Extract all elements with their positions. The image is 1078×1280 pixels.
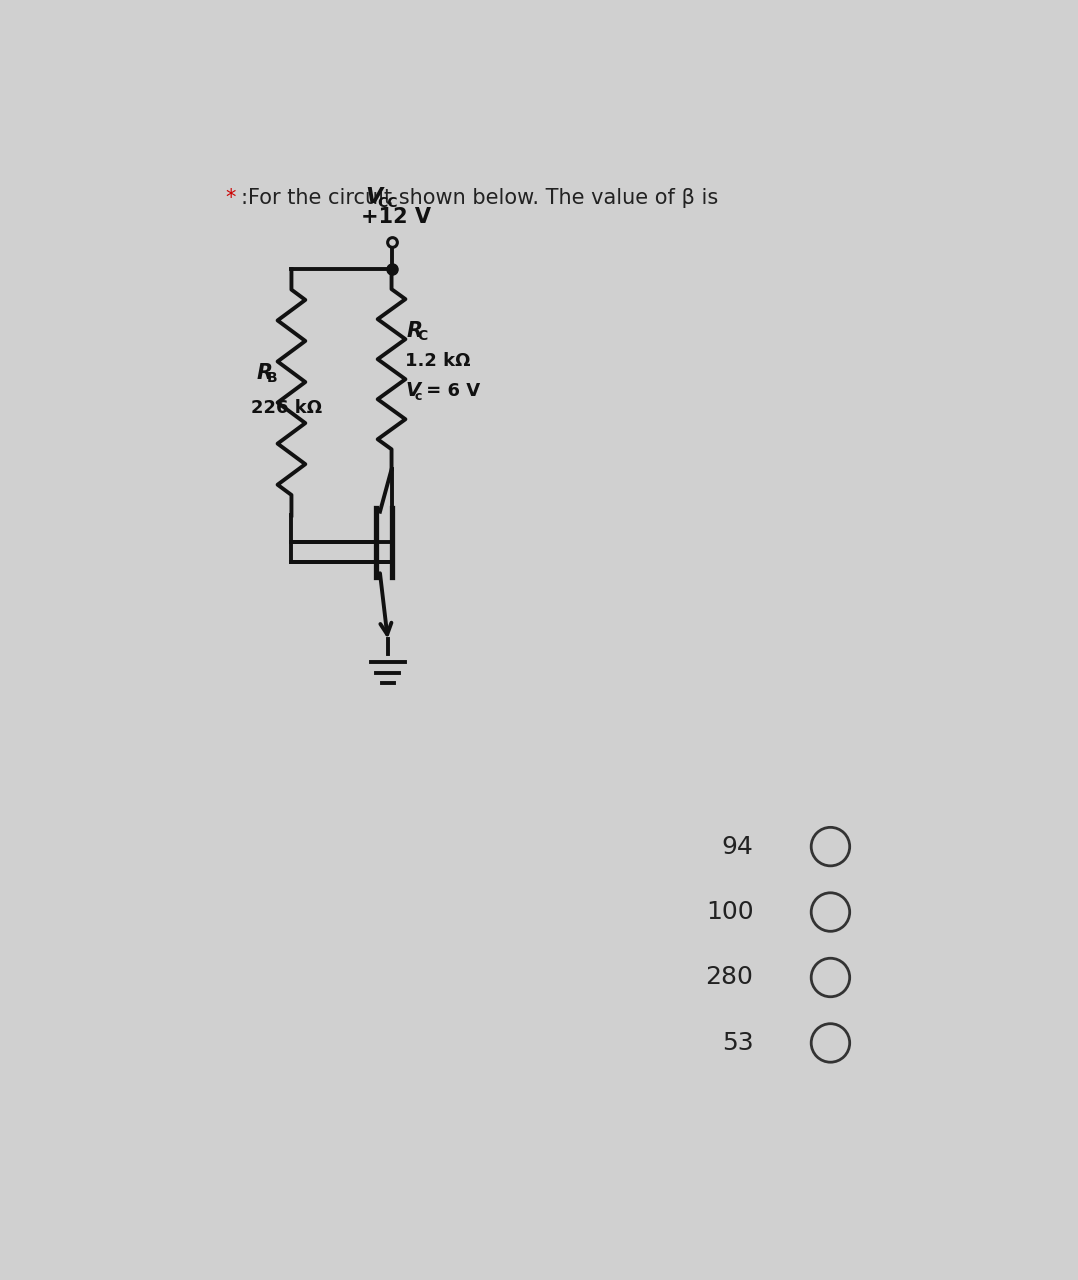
Text: c: c (415, 389, 421, 403)
Text: R: R (257, 364, 273, 383)
Text: 100: 100 (706, 900, 754, 924)
Text: C: C (417, 329, 427, 343)
Text: +12 V: +12 V (361, 207, 431, 227)
Text: CC: CC (377, 196, 398, 210)
Text: V: V (365, 187, 383, 207)
Text: :For the circuit shown below. The value of β is: :For the circuit shown below. The value … (241, 188, 719, 209)
Text: *: * (226, 188, 243, 209)
Text: 226 kΩ: 226 kΩ (251, 398, 322, 417)
Text: 94: 94 (721, 835, 754, 859)
Text: V: V (405, 381, 420, 401)
Text: = 6 V: = 6 V (420, 381, 480, 399)
Text: R: R (406, 321, 423, 340)
Text: 280: 280 (706, 965, 754, 989)
Text: B: B (266, 371, 277, 385)
Text: 53: 53 (722, 1030, 754, 1055)
Text: 1.2 kΩ: 1.2 kΩ (405, 352, 471, 370)
